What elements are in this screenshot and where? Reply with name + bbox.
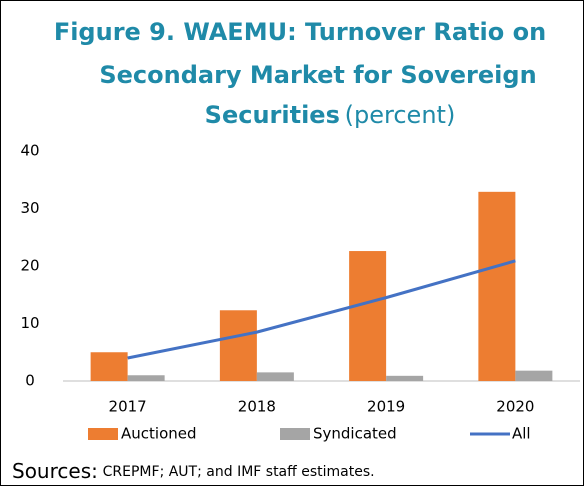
chart-title: Figure 9. WAEMU: Turnover Ratio on	[54, 18, 546, 46]
bar	[90, 352, 128, 381]
bar	[127, 375, 165, 381]
x-tick-label: 2020	[496, 398, 534, 416]
y-tick-label: 20	[20, 257, 39, 275]
legend-swatch	[280, 428, 310, 440]
legend-label: Auctioned	[121, 425, 197, 443]
bar	[386, 375, 424, 381]
x-tick-label: 2017	[109, 398, 147, 416]
y-tick-label: 10	[20, 314, 39, 332]
y-tick-label: 40	[20, 142, 39, 160]
bar	[478, 191, 516, 381]
bar	[515, 370, 553, 381]
chart-title-line: Securities (percent)	[205, 101, 456, 129]
bar	[219, 310, 257, 381]
chart-title: Securities	[205, 101, 340, 129]
x-tick-label: 2018	[238, 398, 276, 416]
legend-label: All	[512, 425, 531, 443]
source: CREPMF; AUT; and IMF staff estimates.	[103, 464, 375, 480]
bar	[349, 251, 387, 381]
y-tick-label: 30	[20, 199, 39, 217]
x-tick-label: 2019	[367, 398, 405, 416]
source-label: Sources:	[12, 459, 98, 483]
chart-title: Secondary Market for Sovereign	[99, 61, 536, 89]
chart-subtitle: (percent)	[345, 101, 456, 129]
line	[127, 259, 516, 360]
bar	[256, 372, 294, 381]
legend-label: Syndicated	[313, 425, 397, 443]
y-tick-label: 0	[25, 372, 35, 390]
source-note: Sources: CREPMF; AUT; and IMF staff esti…	[12, 459, 375, 483]
legend-swatch	[88, 428, 118, 440]
